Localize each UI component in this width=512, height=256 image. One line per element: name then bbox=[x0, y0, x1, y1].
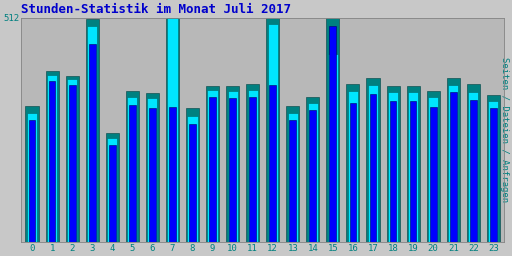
Bar bbox=[408, 92, 418, 242]
Bar bbox=[105, 133, 119, 242]
Bar bbox=[186, 108, 199, 242]
Bar bbox=[49, 81, 55, 242]
Bar bbox=[126, 91, 139, 242]
Bar bbox=[308, 103, 318, 242]
Bar bbox=[87, 26, 97, 242]
Bar bbox=[328, 54, 338, 242]
Bar bbox=[448, 85, 458, 242]
Bar bbox=[350, 103, 356, 242]
Bar bbox=[330, 26, 336, 242]
Bar bbox=[206, 87, 219, 242]
Bar bbox=[248, 90, 258, 242]
Text: Stunden-Statistik im Monat Juli 2017: Stunden-Statistik im Monat Juli 2017 bbox=[21, 4, 291, 16]
Bar bbox=[107, 138, 117, 242]
Bar bbox=[266, 18, 279, 242]
Bar bbox=[410, 101, 416, 242]
Bar bbox=[450, 92, 457, 242]
Bar bbox=[306, 98, 319, 242]
Bar bbox=[27, 113, 37, 242]
Bar bbox=[487, 95, 500, 242]
Bar bbox=[169, 107, 176, 242]
Bar bbox=[246, 84, 259, 242]
Bar bbox=[467, 84, 480, 242]
Bar bbox=[147, 98, 158, 242]
Bar bbox=[428, 98, 438, 242]
Bar bbox=[269, 85, 276, 242]
Bar bbox=[129, 105, 136, 242]
Bar bbox=[426, 91, 440, 242]
Bar bbox=[288, 113, 298, 242]
Bar bbox=[26, 106, 38, 242]
Bar bbox=[309, 110, 316, 242]
Bar bbox=[167, 18, 178, 242]
Bar bbox=[268, 24, 278, 242]
Bar bbox=[89, 44, 96, 242]
Bar bbox=[488, 101, 498, 242]
Bar bbox=[149, 108, 156, 242]
Bar bbox=[407, 87, 420, 242]
Bar bbox=[227, 91, 238, 242]
Bar bbox=[468, 92, 478, 242]
Bar bbox=[446, 78, 460, 242]
Bar bbox=[388, 92, 398, 242]
Bar bbox=[67, 79, 77, 242]
Bar bbox=[46, 71, 58, 242]
Bar bbox=[29, 120, 35, 242]
Bar bbox=[490, 108, 497, 242]
Bar bbox=[326, 18, 339, 242]
Bar bbox=[430, 107, 437, 242]
Bar bbox=[166, 18, 179, 242]
Bar bbox=[229, 98, 236, 242]
Bar bbox=[226, 87, 239, 242]
Bar bbox=[347, 84, 359, 242]
Y-axis label: Seiten / Dateien / Anfragen: Seiten / Dateien / Anfragen bbox=[500, 57, 508, 202]
Bar bbox=[127, 97, 137, 242]
Bar bbox=[390, 101, 396, 242]
Bar bbox=[66, 76, 79, 242]
Bar bbox=[86, 18, 99, 242]
Bar bbox=[470, 100, 477, 242]
Bar bbox=[207, 90, 218, 242]
Bar bbox=[187, 116, 198, 242]
Bar bbox=[209, 97, 216, 242]
Bar bbox=[69, 85, 76, 242]
Bar bbox=[109, 145, 116, 242]
Bar bbox=[146, 93, 159, 242]
Bar bbox=[387, 87, 399, 242]
Bar bbox=[286, 106, 300, 242]
Bar bbox=[289, 120, 296, 242]
Bar bbox=[47, 75, 57, 242]
Bar bbox=[189, 124, 196, 242]
Bar bbox=[249, 97, 256, 242]
Bar bbox=[368, 85, 378, 242]
Bar bbox=[348, 91, 358, 242]
Bar bbox=[367, 78, 379, 242]
Bar bbox=[370, 94, 376, 242]
